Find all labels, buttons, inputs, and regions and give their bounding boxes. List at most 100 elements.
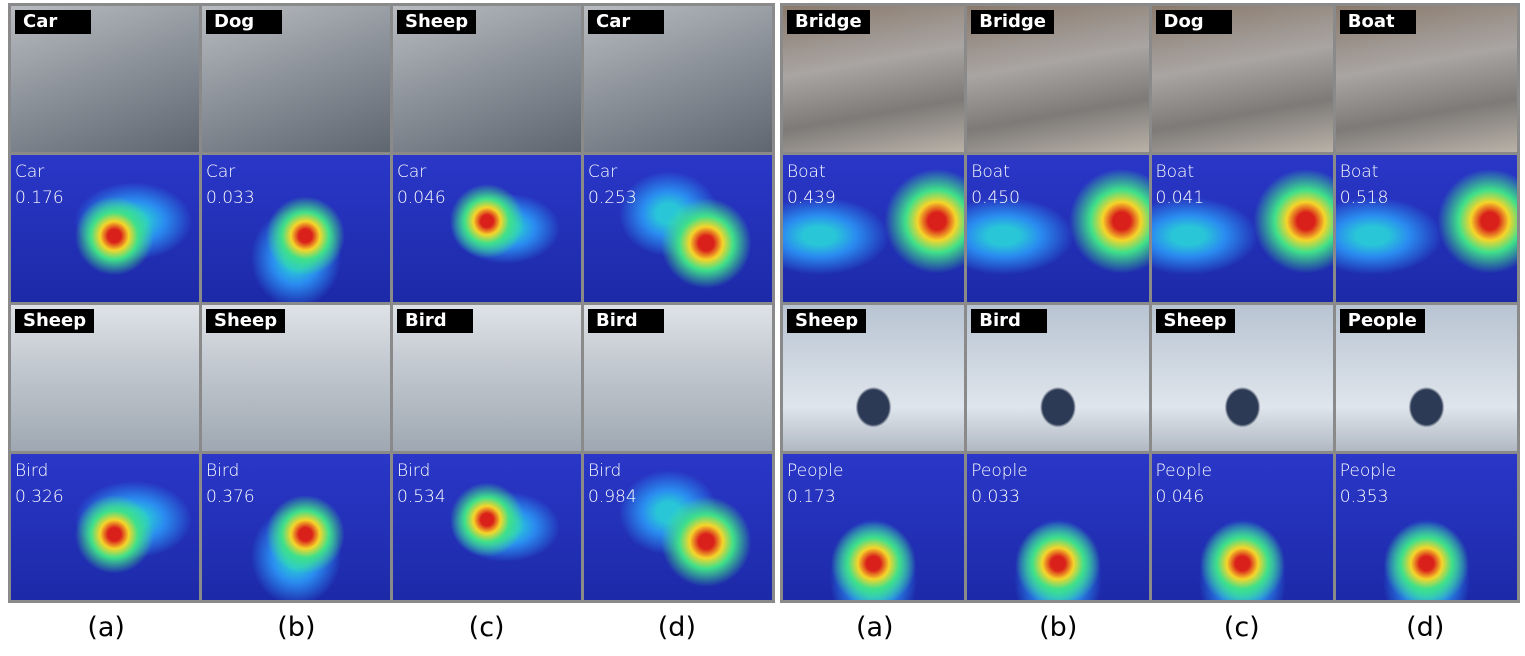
predicted-label: Car [588,10,664,34]
heatmap: People 0.033 [967,453,1149,600]
saliency-label: Bird 0.984 [588,458,637,510]
heatmap: Car 0.033 [202,155,390,302]
score: 0.439 [787,188,836,209]
saliency-label: People 0.353 [1340,458,1396,510]
heatmap: Boat 0.041 [1151,155,1333,302]
predicted-label: Bridge [971,10,1054,34]
photo: Dog [202,6,390,153]
heatmap: People 0.353 [1335,453,1517,600]
saliency-label: Car 0.176 [15,159,64,211]
predicted-label: Sheep [1155,308,1235,333]
photo: Sheep [783,304,965,451]
class-name: Bird [588,460,622,481]
score: 0.326 [15,486,64,507]
predicted-label: Sheep [787,308,867,333]
class-name: Boat [1339,162,1379,183]
heatmap: Bird 0.984 [584,453,772,600]
class-name: People [1155,460,1212,481]
class-name: Car [397,162,427,183]
photo: People [1335,304,1517,451]
photo: Car [584,6,772,153]
class-name: People [971,460,1028,481]
column-caption: (d) [1406,612,1445,643]
class-name: People [787,460,844,481]
class-name: Bird [397,460,431,481]
column-caption: (c) [1223,612,1260,643]
heatmap: People 0.173 [783,453,965,600]
predicted-label: Dog [1155,10,1232,34]
photo: Sheep [11,304,199,451]
photo: Bridge [967,6,1149,153]
column-caption: (b) [1039,612,1078,643]
predicted-label: Bird [397,308,473,333]
class-name: Boat [971,162,1010,183]
predicted-label: Sheep [206,308,286,333]
predicted-label: Sheep [15,308,95,333]
score: 0.376 [206,486,255,507]
photo: Sheep [393,6,581,153]
class-name: Car [588,162,618,183]
heatmap: Boat 0.439 [783,155,965,302]
class-name: Bird [206,460,240,481]
predicted-label: Dog [206,10,282,34]
score: 0.173 [787,486,836,507]
heatmap: Bird 0.326 [11,453,199,600]
predicted-label: Boat [1339,10,1416,34]
class-name: Car [206,162,236,183]
score: 0.041 [1155,188,1205,209]
saliency-label: People 0.033 [971,458,1027,510]
saliency-label: Boat 0.041 [1156,159,1205,211]
column-caption: (d) [657,612,696,643]
heatmap: People 0.046 [1151,453,1333,600]
photo: Sheep [1151,304,1333,451]
score: 0.253 [588,188,637,209]
saliency-label: People 0.173 [787,458,843,510]
saliency-label: Car 0.046 [397,159,446,211]
photo: Car [11,6,199,153]
heatmap: Car 0.176 [11,155,199,302]
heatmap: Bird 0.376 [202,453,390,600]
heatmap: Car 0.253 [584,155,772,302]
photo: Boat [1335,6,1517,153]
saliency-label: Car 0.253 [588,159,637,211]
right-panel: Bridge Bridge Dog Boat Sheep Bird Sheep People B… [780,3,1520,603]
photo: Bird [584,304,772,451]
predicted-label: Car [15,10,91,34]
predicted-label: Bird [971,308,1048,333]
photo: Sheep [202,304,390,451]
heatmap: Car 0.046 [393,155,581,302]
score: 0.033 [206,188,255,209]
predicted-label: Bird [588,308,664,333]
class-name: Boat [1155,162,1195,183]
heatmap: Boat 0.518 [1335,155,1517,302]
saliency-label: Car 0.033 [206,159,255,211]
saliency-label: Bird 0.326 [15,458,64,510]
score: 0.450 [971,188,1020,209]
saliency-label: Boat 0.439 [787,159,836,211]
left-panel: Car Dog Sheep Car Sheep Sheep Bird Bird Car 0.176… [8,3,775,603]
score: 0.176 [15,188,64,209]
predicted-label: Sheep [397,10,477,34]
heatmap: Boat 0.450 [967,155,1149,302]
class-name: Bird [15,460,49,481]
score: 0.353 [1339,486,1389,507]
heatmap: Bird 0.534 [393,453,581,600]
score: 0.984 [588,486,637,507]
column-caption: (b) [277,612,316,643]
column-caption: (c) [468,612,505,643]
class-name: Boat [787,162,826,183]
photo: Bird [393,304,581,451]
saliency-label: Boat 0.518 [1340,159,1389,211]
saliency-label: Boat 0.450 [971,159,1020,211]
class-name: People [1339,460,1397,481]
photo: Bridge [783,6,965,153]
class-name: Car [15,162,45,183]
saliency-label: People 0.046 [1156,458,1212,510]
score: 0.046 [1155,486,1205,507]
photo: Bird [967,304,1149,451]
score: 0.046 [397,188,446,209]
saliency-label: Bird 0.376 [206,458,255,510]
score: 0.534 [397,486,446,507]
saliency-label: Bird 0.534 [397,458,446,510]
